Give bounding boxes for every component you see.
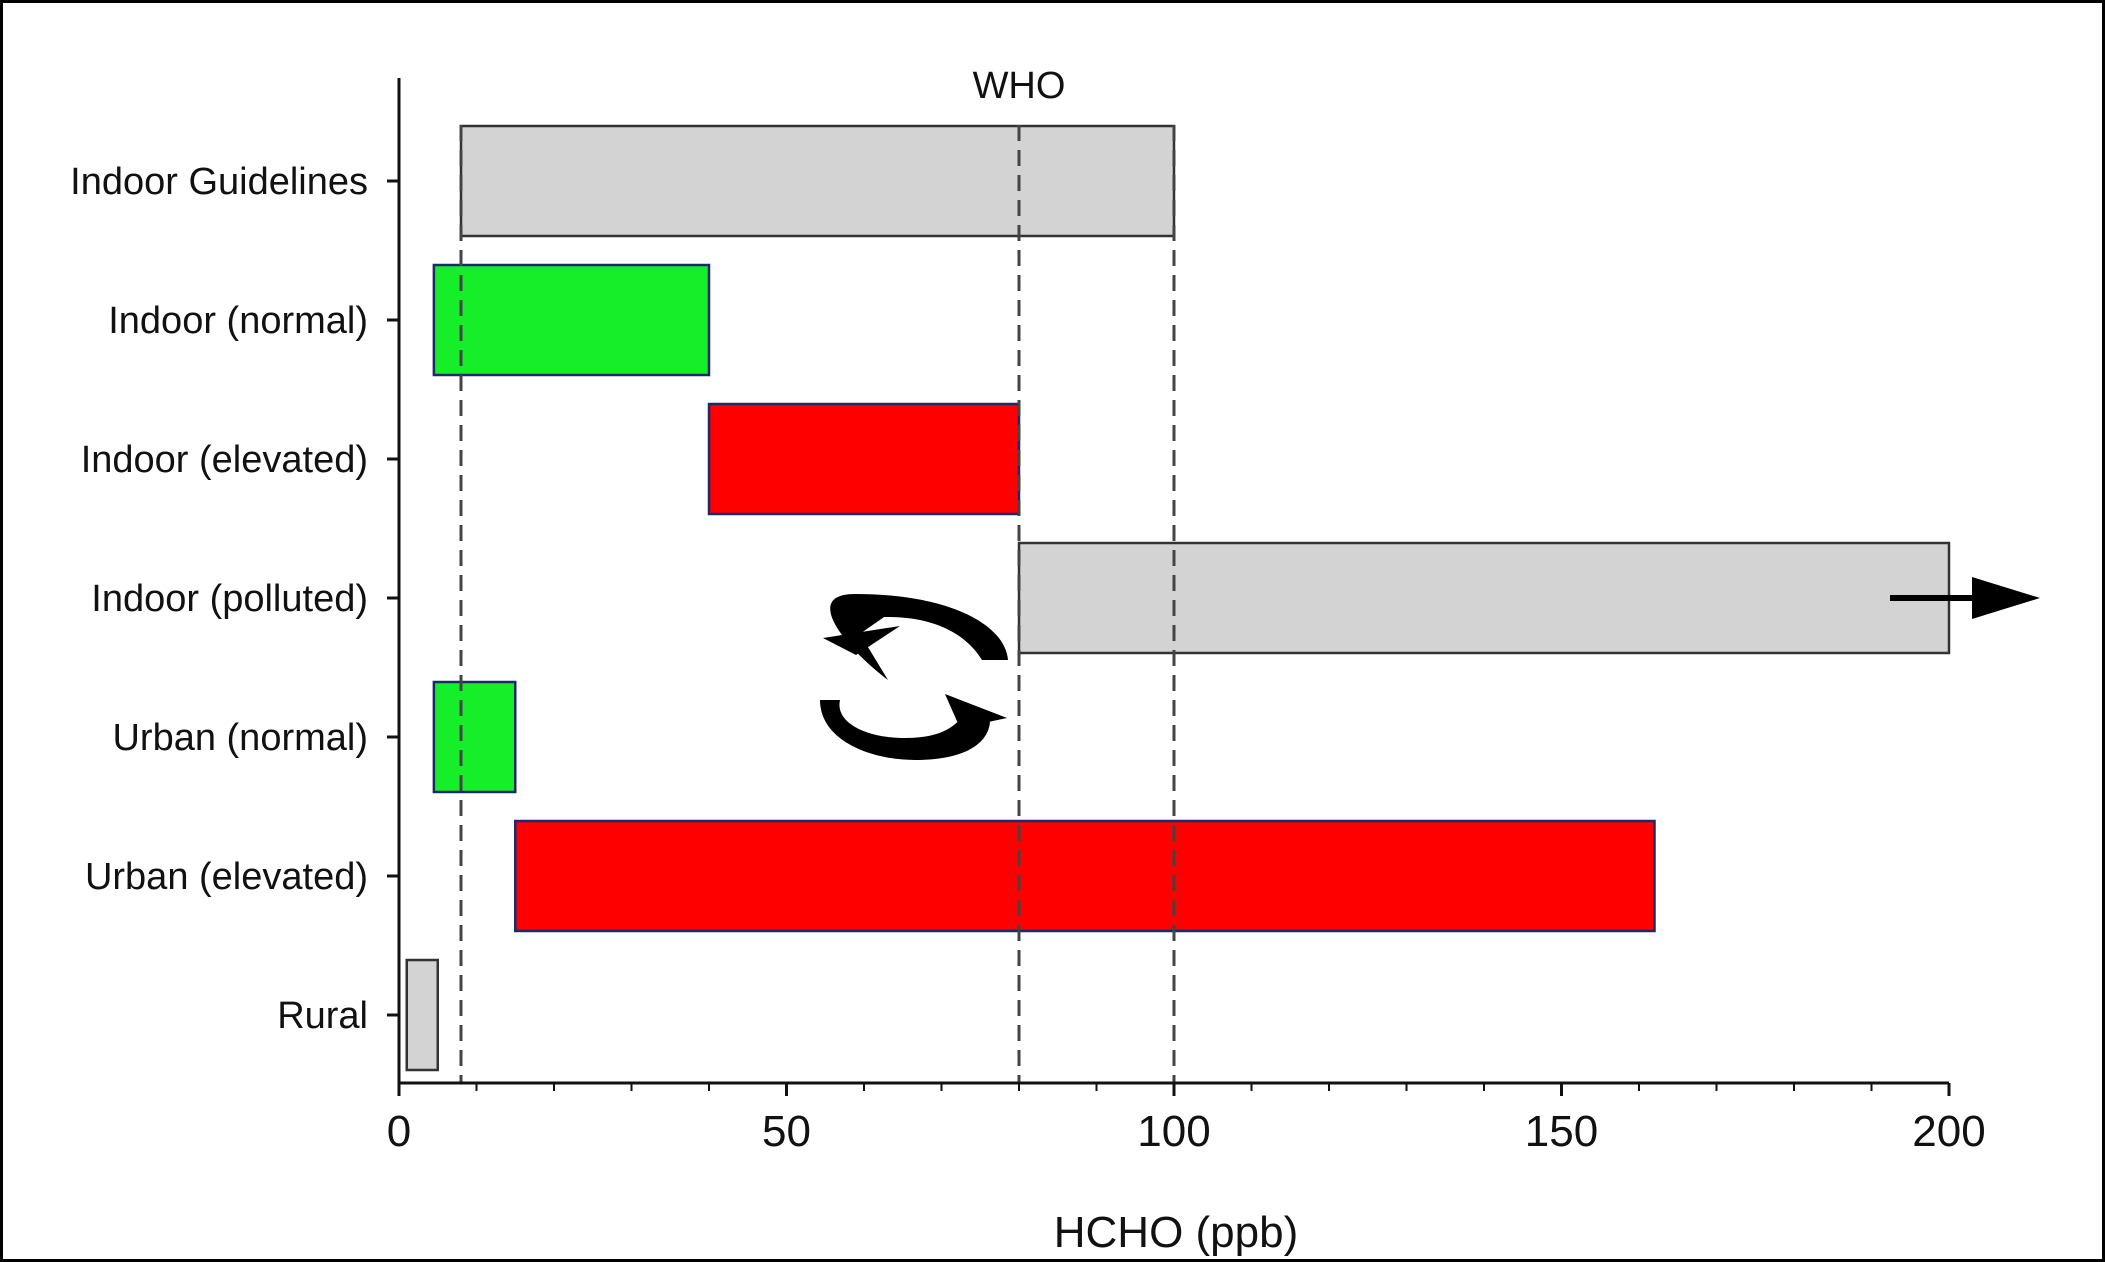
reference-lines-layer xyxy=(459,125,1176,1083)
who-annotation: WHO xyxy=(973,65,1066,107)
bars-layer xyxy=(405,124,1951,1072)
bar-indoor-polluted xyxy=(1017,541,1951,655)
x-tick-label-200: 200 xyxy=(1912,1107,1985,1156)
bar-rural xyxy=(405,958,439,1072)
bar-urban-normal xyxy=(432,680,517,794)
x-tick-label-50: 50 xyxy=(762,1107,811,1156)
x-axis-title: HCHO (ppb) xyxy=(1054,1208,1299,1257)
labels-layer: 0 50 100 150 200 Indoor Guidelines Indoor (nor… xyxy=(70,161,1986,1156)
y-tick-label: Indoor (normal) xyxy=(108,300,368,342)
y-tick-label: Rural xyxy=(277,995,368,1037)
right-arrow-icon xyxy=(1890,577,2040,619)
y-tick-label: Indoor (elevated) xyxy=(81,439,368,481)
bar-indoor-normal xyxy=(432,263,711,377)
bar-indoor-guidelines xyxy=(459,124,1176,238)
y-tick-label: Urban (elevated) xyxy=(85,856,368,898)
y-tick-label: Indoor (polluted) xyxy=(91,578,368,620)
x-tick-label-0: 0 xyxy=(387,1107,411,1156)
bar-indoor-elevated xyxy=(707,402,1021,516)
y-tick-label: Indoor Guidelines xyxy=(70,161,368,203)
y-tick-label: Urban (normal) xyxy=(112,717,368,759)
bar-urban-elevated xyxy=(514,819,1656,933)
refresh-cycle-icon xyxy=(820,594,1008,760)
x-tick-label-100: 100 xyxy=(1137,1107,1210,1156)
x-tick-label-150: 150 xyxy=(1525,1107,1598,1156)
axes-layer xyxy=(387,78,1951,1096)
